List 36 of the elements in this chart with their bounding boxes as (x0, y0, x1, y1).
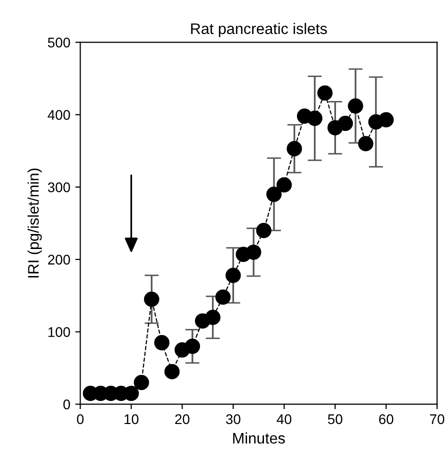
x-tick-label: 0 (76, 414, 84, 424)
y-tick-label: 300 (48, 182, 70, 192)
point (154, 335, 170, 350)
point (215, 289, 231, 305)
point (358, 136, 374, 152)
x-tick-label: 50 (328, 414, 342, 424)
point (205, 310, 220, 325)
point (307, 110, 322, 126)
y-tick-label: 400 (48, 110, 70, 120)
x-tick-label: 30 (226, 414, 240, 424)
point (276, 177, 292, 193)
point (164, 364, 180, 380)
point (348, 98, 364, 114)
x-tick-label: 40 (276, 414, 292, 424)
x-tick-label: 70 (430, 414, 444, 424)
point (246, 244, 262, 260)
y-tick-label: 100 (48, 327, 70, 337)
x-tick-label: 10 (124, 414, 138, 424)
y-tick-label: 500 (48, 38, 70, 48)
x-tick-label: 20 (175, 414, 190, 424)
point (144, 292, 160, 307)
point (134, 374, 150, 390)
point (184, 338, 200, 354)
point (256, 222, 272, 238)
point (226, 268, 241, 284)
x-axis-title: Minutes (233, 432, 285, 444)
point (338, 116, 353, 132)
point (317, 85, 333, 101)
y-tick-label: 200 (48, 254, 70, 265)
x-tick-label: 60 (379, 414, 394, 424)
y-axis-title: IRI (pg/islet/min) (28, 168, 42, 278)
point (286, 141, 302, 156)
y-tick-label: 0 (63, 400, 70, 410)
point (266, 186, 282, 202)
point (378, 112, 394, 128)
chart-title: Rat pancreatic islets (191, 22, 327, 38)
